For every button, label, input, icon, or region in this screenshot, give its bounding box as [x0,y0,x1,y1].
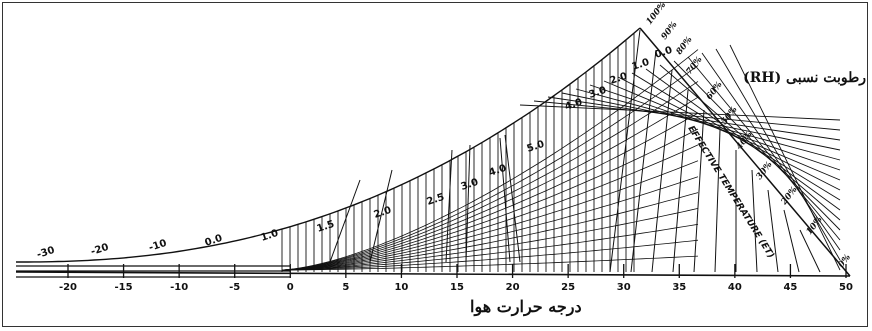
et-value-label: 5.0 [526,139,546,155]
x-tick-label: 35 [672,282,686,293]
et-value-label: 2.0 [609,71,629,87]
rh-value-label: 80% [674,35,694,57]
x-tick-label: 15 [450,282,464,293]
rh-diagonal-line [672,89,689,273]
effective-temperature-curve [281,223,699,271]
steep-grid-line [329,179,361,263]
et-diagonal-line [631,72,841,201]
rh-diagonal-line [767,189,779,273]
rh-value-label: 60% [704,80,724,102]
et-diagonal-line [659,64,841,221]
et-diagonal-line [603,80,841,181]
rh-diagonal-line [609,29,641,273]
et-value-label: 1.0 [260,228,280,244]
et-value-label: -10 [148,238,169,254]
rh-diagonal-line [630,49,657,273]
x-tick-label: -20 [59,282,77,293]
effective-temperature-curve [281,208,699,271]
x-tick-label: 5 [342,282,349,293]
x-tick-label: 25 [561,282,575,293]
x-tick-label: 0 [287,282,294,293]
et-value-label: 4.0 [564,97,584,113]
rh-value-label: 100% [644,0,668,27]
rh-axis-title: رطوبت نسبی (RH) [743,70,866,86]
et-value-label: 2.0 [373,205,393,221]
effective-temperature-curve [281,144,699,271]
et-value-label: 1.0 [631,57,651,73]
et-value-label: 1.5 [316,219,336,235]
steep-grid-line [445,149,453,263]
et-value-label: 2.5 [426,192,446,208]
effective-temperature-curve [281,128,699,271]
rh-value-label: 90% [659,20,679,42]
effective-temperature-curve [281,81,699,271]
x-tick-label: -5 [229,282,240,293]
rh-diagonal-line [714,129,721,273]
effective-temperature-curve [281,65,699,271]
et-diagonal-line [701,52,841,251]
effective-temperature-curve [281,160,699,271]
right-envelope-line [639,27,851,277]
effective-temperature-curve [281,176,699,271]
et-value-label: -20 [90,242,111,258]
effective-temperature-curve [281,96,699,271]
rh-value-label: 30% [754,160,774,182]
steep-grid-line [465,144,471,263]
effective-temperature-labels: -30 -20 -10 0.0 1.01.52.02.53.04.05.04.03.02… [36,45,674,261]
et-value-label: -30 [36,245,57,261]
et-value-label: 3.0 [460,177,480,193]
et-diagonal-line [715,48,841,261]
effective-temperature-curve [281,112,699,271]
rh-diagonal-line [783,209,800,273]
effective-temperature-curve [281,49,699,271]
steep-grid-line [499,137,511,263]
x-tick-label: 45 [783,282,797,293]
x-tick-label: 20 [506,282,520,293]
effective-temperature-curve [281,192,699,271]
x-tick-label: 10 [394,282,408,293]
et-diagonal-line [645,68,841,211]
x-tick-label: 40 [728,282,742,293]
effective-temperature-curve [281,239,699,271]
x-tick-label: 50 [839,282,853,293]
upper-envelope-curve [16,27,641,263]
et-value-label: 4.0 [488,163,508,179]
et-diagonal-line [729,44,841,271]
x-tick-label: -15 [115,282,133,293]
et-value-label: 3.0 [588,85,608,101]
rh-diagonal-line [693,109,705,273]
et-diagonal-line [673,60,841,231]
et-value-label: 0.0 [204,233,224,249]
x-axis: -20 -15 -10 -5 0 5 10 15 20 25 30 35 40 45 50 [15,264,853,293]
steep-grid-line [369,169,393,263]
rh-diagonal-line [751,169,758,273]
x-tick-label: 30 [617,282,631,293]
et-value-label: 0.0 [654,45,674,61]
rh-diagonal-line [799,229,821,273]
rh-diagonal-line [651,69,673,273]
steep-grid-line [504,134,521,263]
et-diagonal-line [687,56,841,241]
nomogram-grid [16,27,851,278]
x-axis-line [15,271,851,277]
x-axis-title: درجه حرارت هوا [470,297,582,316]
x-tick-label: -10 [170,282,188,293]
effective-temperature-curve [282,255,699,271]
